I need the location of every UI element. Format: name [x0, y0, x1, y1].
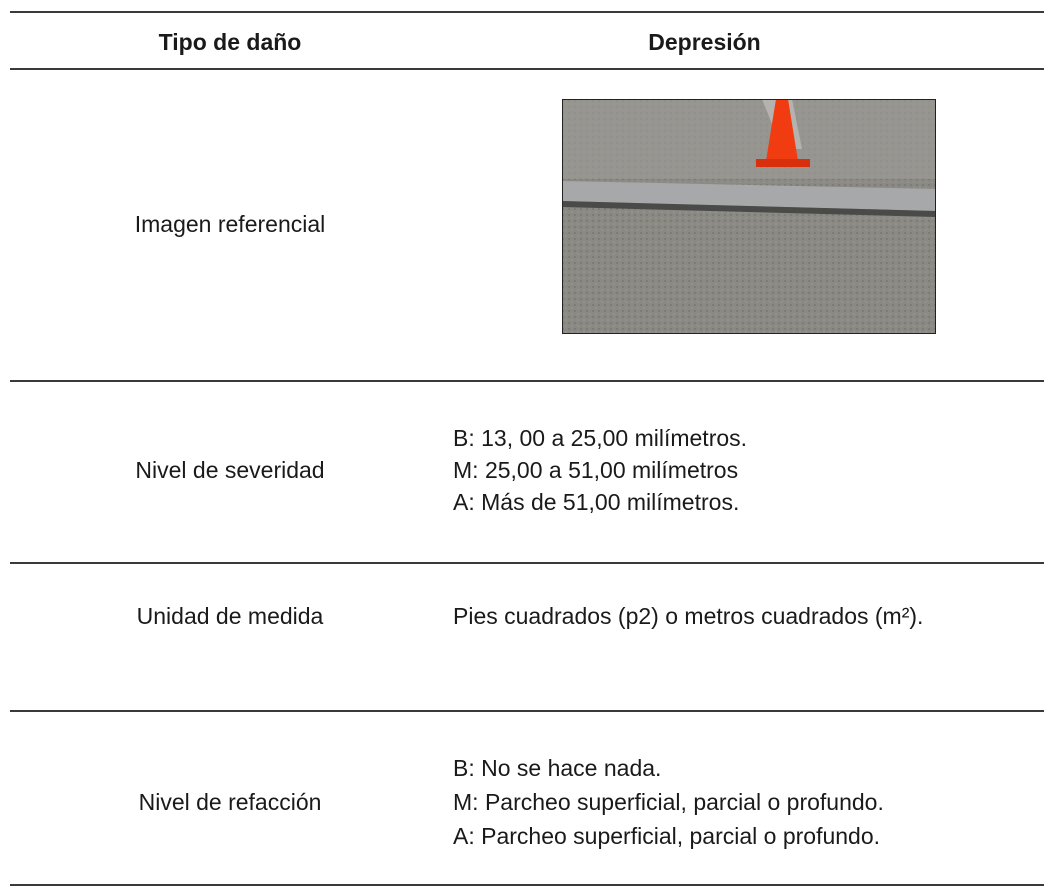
row-rule	[10, 562, 1044, 564]
row-label: Nivel de severidad	[135, 457, 325, 483]
reference-image	[562, 99, 936, 334]
bottom-rule	[10, 884, 1044, 886]
row-line: B: No se hace nada.	[453, 755, 662, 781]
row-line: M: 25,00 a 51,00 milímetros	[453, 457, 739, 483]
row-label: Imagen referencial	[134, 211, 326, 237]
row-rule	[10, 380, 1044, 382]
top-rule	[10, 11, 1044, 13]
row-label: Nivel de refacción	[138, 789, 322, 815]
row-line: B: 13, 00 a 25,00 milímetros.	[453, 425, 748, 451]
row-text: Pies cuadrados (p2) o metros cuadrados (…	[453, 603, 924, 629]
row-label: Unidad de medida	[136, 603, 324, 629]
row-rule	[10, 710, 1044, 712]
header-cell: Depresión	[648, 29, 761, 55]
row-line: M: Parcheo superficial, parcial o profun…	[453, 789, 884, 815]
header-rule	[10, 68, 1044, 70]
row-line: A: Parcheo superficial, parcial o profun…	[453, 823, 881, 849]
header-cell: Tipo de daño	[158, 29, 302, 55]
row-line: A: Más de 51,00 milímetros.	[453, 489, 740, 515]
